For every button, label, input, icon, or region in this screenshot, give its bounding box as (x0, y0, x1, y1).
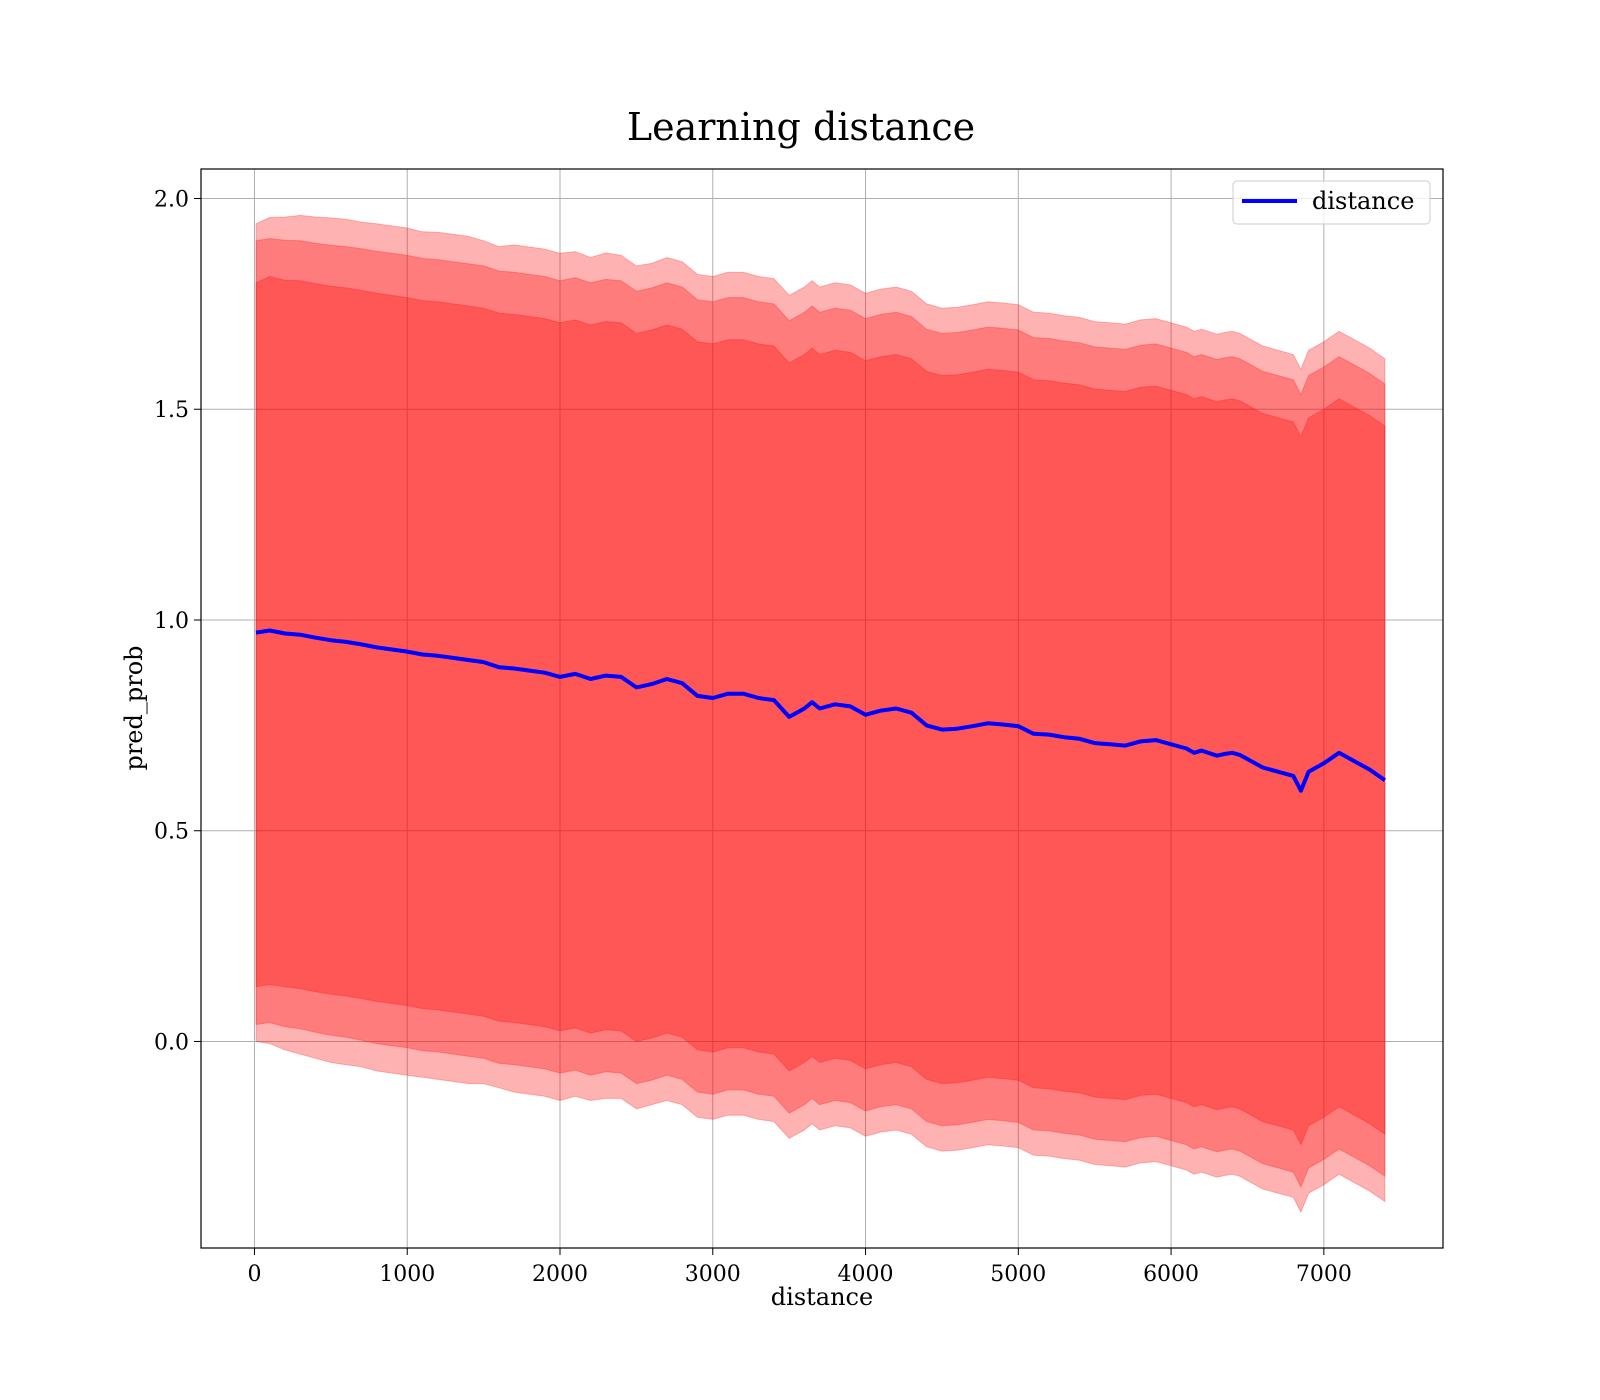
y-tick-label: 1.5 (154, 398, 189, 423)
confidence-band-3 (255, 275, 1386, 1146)
y-axis-ticks: 0.0 0.5 1.0 1.5 2.0 (154, 188, 201, 1055)
confidence-band-1 (255, 214, 1386, 1214)
x-tick-label: 2000 (532, 1262, 588, 1287)
y-tick-label: 0.5 (154, 820, 189, 845)
x-tick-label: 1000 (379, 1262, 435, 1287)
confidence-band-2 (255, 237, 1386, 1189)
legend: distance (1232, 180, 1431, 225)
series-lines (255, 628, 1387, 793)
x-tick-label: 3000 (685, 1262, 741, 1287)
legend-box (1232, 180, 1431, 225)
chart-title: Learning distance (627, 105, 975, 149)
y-axis-label: pred_prob (120, 645, 148, 770)
y-tick-label: 1.0 (154, 609, 189, 634)
x-tick-label: 6000 (1143, 1262, 1199, 1287)
x-tick-label: 0 (247, 1262, 261, 1287)
y-tick-label: 2.0 (154, 188, 189, 213)
series-line-distance (255, 628, 1387, 793)
confidence-bands (255, 214, 1386, 1214)
x-axis-ticks: 0 1000 2000 3000 4000 5000 6000 7000 (247, 1248, 1352, 1287)
x-tick-label: 4000 (838, 1262, 894, 1287)
x-tick-label: 7000 (1296, 1262, 1352, 1287)
x-axis-label: distance (771, 1283, 873, 1311)
plot-frame (200, 168, 1444, 1249)
x-tick-label: 5000 (990, 1262, 1046, 1287)
y-tick-label: 0.0 (154, 1030, 189, 1055)
legend-label-distance: distance (1312, 187, 1414, 215)
